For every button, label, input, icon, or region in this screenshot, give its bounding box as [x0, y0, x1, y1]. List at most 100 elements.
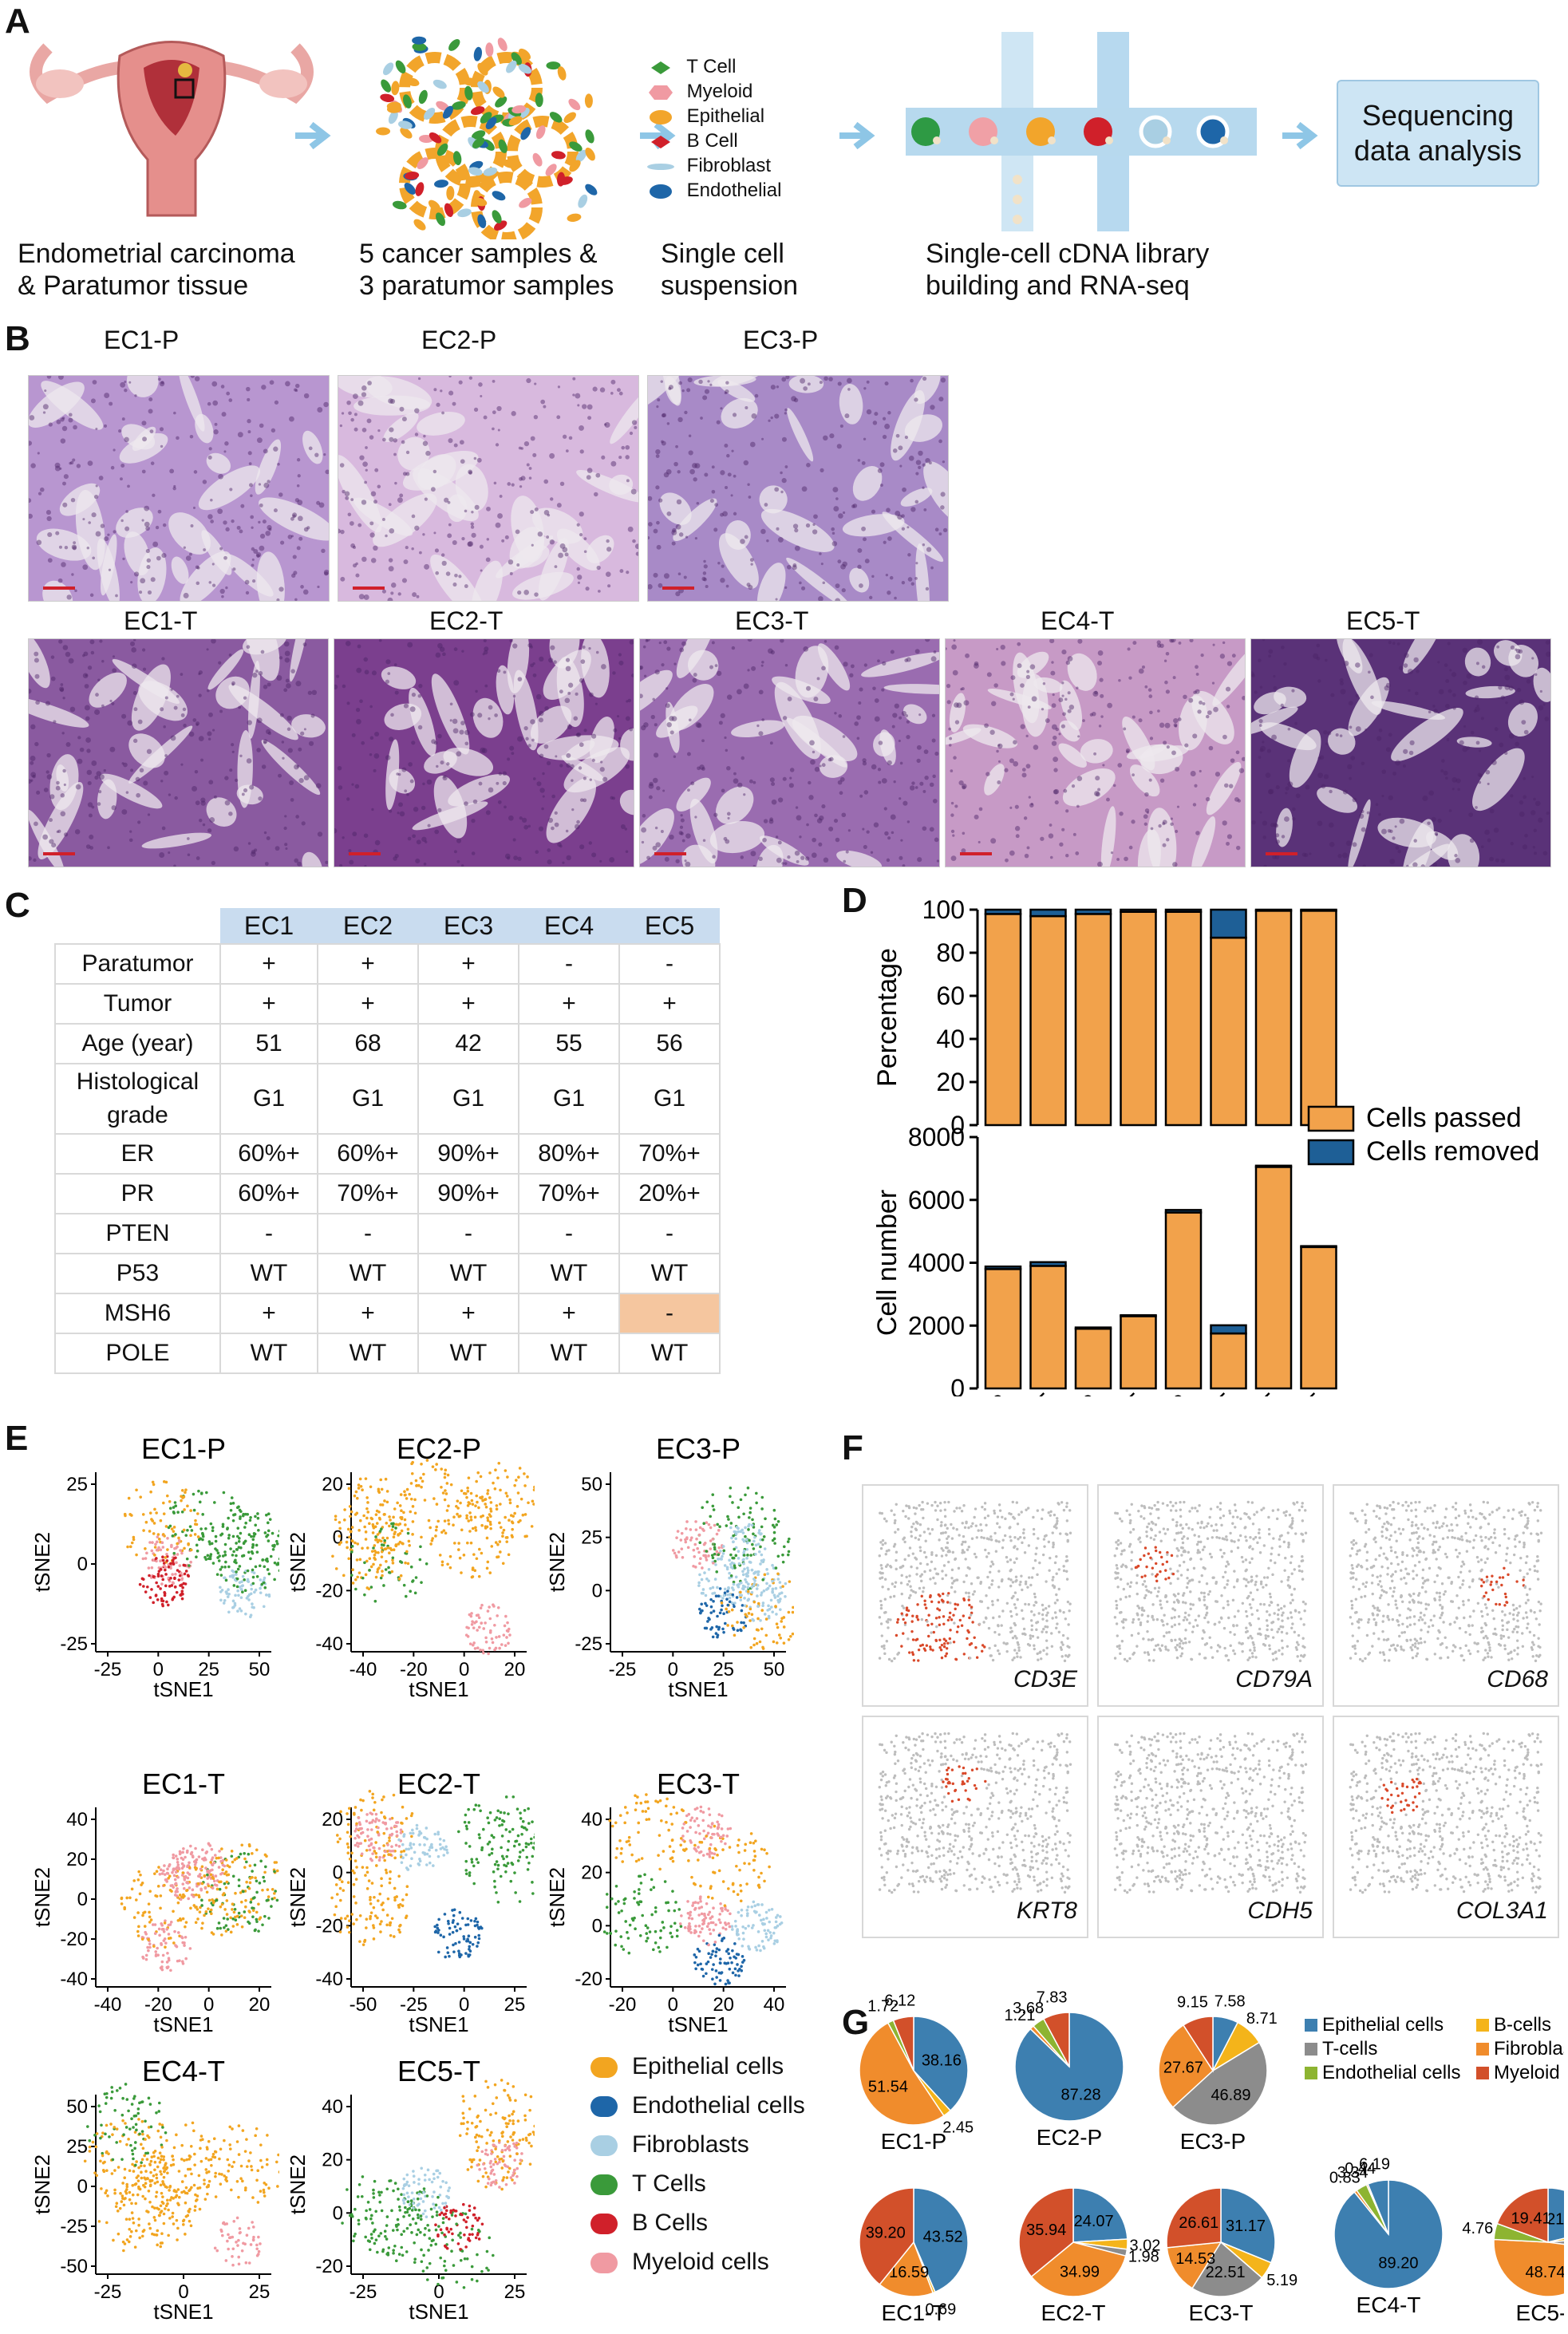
- cell-point: [419, 1477, 422, 1480]
- histology-label: EC2-T: [429, 606, 503, 636]
- cell-point: [251, 1538, 255, 1542]
- cell-point: [173, 1930, 176, 1933]
- scale-bar: [43, 852, 75, 855]
- cell-point: [170, 1921, 173, 1924]
- cell-point: [698, 1925, 701, 1928]
- cell-point: [731, 1949, 734, 1953]
- cell-point: [717, 1546, 721, 1550]
- cell-point: [477, 1804, 480, 1807]
- cell-point: [160, 1568, 163, 1571]
- cell-point: [401, 2254, 405, 2257]
- cell-point: [526, 1475, 529, 1479]
- cell-point: [196, 1917, 199, 1921]
- cell-point: [691, 1917, 694, 1921]
- cell-point: [781, 1554, 784, 1557]
- cell-point: [172, 2222, 176, 2225]
- cell-point: [504, 1625, 507, 1628]
- cell-point: [513, 1512, 516, 1515]
- cell-point: [223, 2174, 226, 2178]
- cell-point: [148, 1530, 152, 1533]
- cell-point: [719, 1979, 722, 1982]
- cell-point: [498, 1635, 501, 1638]
- cell-point: [164, 1921, 167, 1925]
- cell-point: [502, 2160, 505, 2163]
- cell-point: [494, 1819, 497, 1822]
- cell-point: [749, 1841, 752, 1844]
- cell-point: [633, 1890, 636, 1894]
- cell-point: [210, 1909, 213, 1912]
- cell-point: [900, 1645, 902, 1647]
- cell-point: [380, 2232, 383, 2235]
- cell-point: [702, 1522, 705, 1525]
- cell-point: [701, 1927, 704, 1930]
- cell-point: [737, 1507, 740, 1510]
- cell-point: [276, 1899, 279, 1902]
- cell-point: [217, 1551, 220, 1554]
- cell-point: [380, 2191, 383, 2194]
- cell-point: [160, 1582, 164, 1586]
- cell-point: [250, 1535, 253, 1538]
- cell-point: [932, 1577, 934, 1579]
- cell-point: [414, 2222, 417, 2225]
- cell-point: [413, 2174, 416, 2178]
- cell-point: [400, 1828, 403, 1831]
- cell-point: [433, 2206, 436, 2210]
- cell-point: [417, 2178, 421, 2181]
- cell-point: [223, 1926, 226, 1929]
- cell-point: [446, 1509, 449, 1512]
- cell-point: [365, 1530, 368, 1534]
- cell-point: [711, 1968, 714, 1971]
- cell-point: [138, 2102, 141, 2105]
- cell-point: [417, 2217, 420, 2220]
- cell-point: [232, 1502, 235, 1505]
- cell-point: [232, 1519, 235, 1522]
- cell-point: [99, 2111, 102, 2114]
- cell-point: [513, 1845, 516, 1848]
- cell-point: [1058, 1631, 1060, 1633]
- cell-point: [501, 1855, 504, 1858]
- cell-point: [410, 1815, 413, 1818]
- cell-point: [894, 1522, 896, 1524]
- cell-point: [476, 1861, 480, 1864]
- cell-point: [401, 1542, 405, 1546]
- cell-point: [135, 2229, 138, 2233]
- table-cell: WT: [619, 1333, 720, 1373]
- cell-point: [161, 1541, 164, 1544]
- y-tick-label: -20: [315, 1915, 343, 1937]
- cell-point: [482, 1652, 485, 1655]
- cell-point: [716, 1820, 719, 1823]
- cell-point: [489, 2162, 492, 2165]
- cell-point: [618, 1911, 621, 1914]
- cell-point: [728, 1577, 731, 1580]
- cell-point: [722, 1549, 725, 1552]
- cell-point: [472, 1527, 475, 1530]
- cell-point: [371, 1852, 374, 1855]
- cell-point: [171, 1527, 174, 1530]
- cell-point: [690, 1536, 693, 1539]
- tsne-title: EC3-P: [656, 1432, 741, 1465]
- cell-point: [237, 1568, 240, 1571]
- bar-cells-removed: [1031, 1262, 1066, 1266]
- cell-point: [472, 1575, 475, 1578]
- cell-point: [511, 1522, 515, 1525]
- cell-point: [461, 2112, 464, 2115]
- table-cell: 90%+: [418, 1174, 519, 1214]
- cell-point: [664, 1880, 667, 1883]
- x-tick-label: 50: [764, 1659, 785, 1680]
- cell-point: [771, 1591, 774, 1594]
- cell-point: [467, 1519, 470, 1522]
- cell-point: [163, 2170, 166, 2173]
- cell-point: [158, 2123, 161, 2126]
- cell-point: [373, 1526, 376, 1530]
- cell-point: [1067, 1601, 1069, 1603]
- cell-point: [480, 1927, 484, 1930]
- cell-point: [240, 1580, 243, 1583]
- cell-point: [278, 2170, 279, 2174]
- cell-point: [696, 1817, 699, 1820]
- cell-point: [395, 1844, 398, 1847]
- cell-point: [417, 2198, 420, 2201]
- cell-point: [725, 1983, 728, 1986]
- cell-point: [484, 2149, 488, 2152]
- cell-point: [520, 1498, 523, 1501]
- cell-point: [111, 2091, 114, 2094]
